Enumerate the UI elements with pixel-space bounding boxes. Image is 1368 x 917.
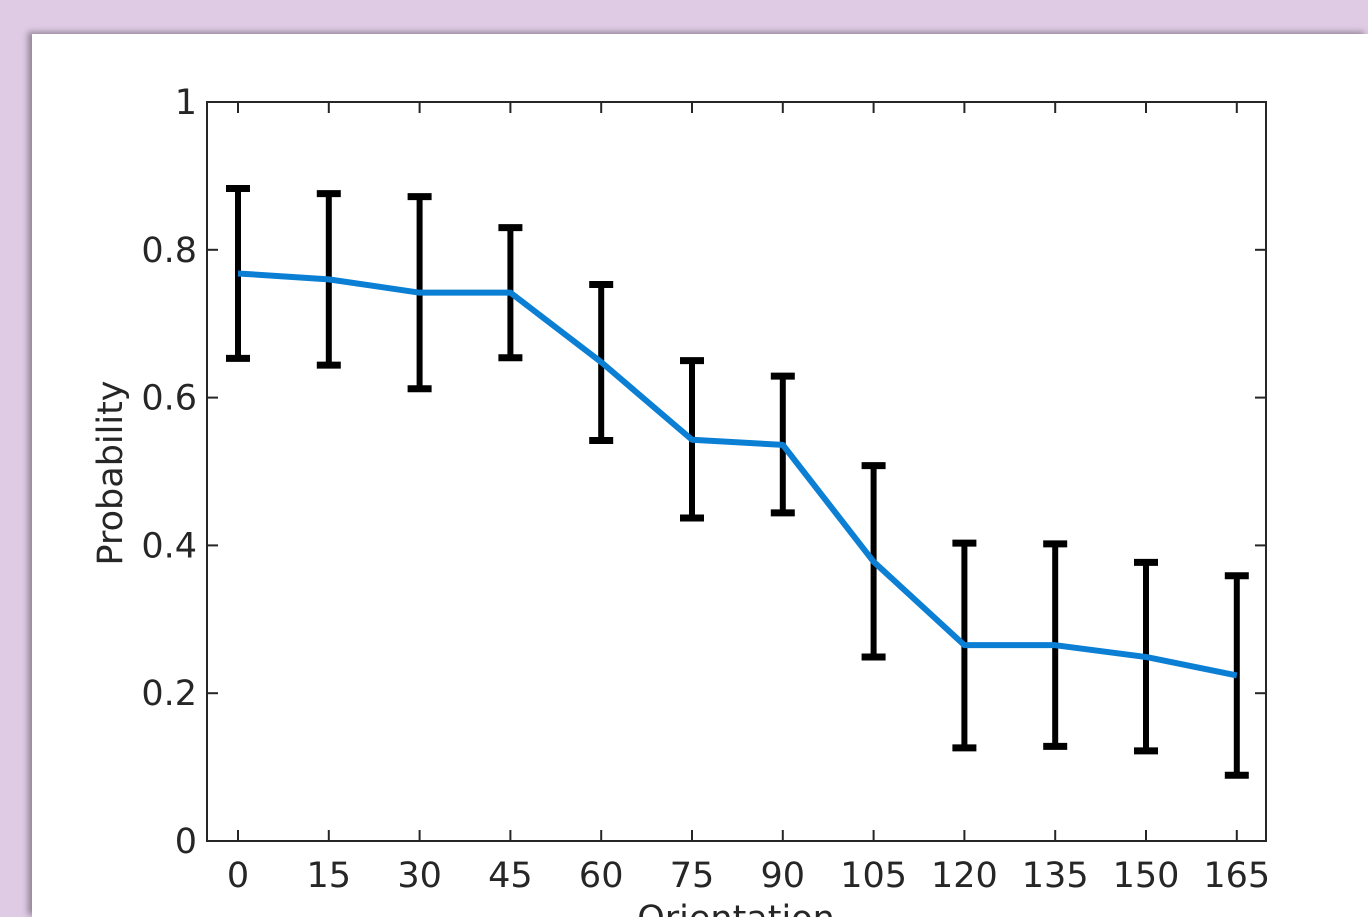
x-tick-label: 165 xyxy=(1203,856,1270,896)
x-tick-label: 75 xyxy=(670,856,715,896)
error-bars xyxy=(226,184,1249,779)
x-tick-label: 45 xyxy=(488,856,533,896)
y-tick-label: 0.2 xyxy=(141,674,197,714)
y-tick-label: 0.4 xyxy=(141,526,197,566)
x-axis-label: Orientation xyxy=(637,899,835,917)
x-tick-label: 15 xyxy=(307,856,352,896)
y-tick-label: 1 xyxy=(175,83,197,123)
axes xyxy=(206,101,1267,842)
plot-box xyxy=(206,101,1267,842)
x-tick-label: 90 xyxy=(761,856,806,896)
y-tick-label: 0.8 xyxy=(141,231,197,271)
series-line-group xyxy=(237,270,1238,679)
x-tick-label: 150 xyxy=(1113,856,1180,896)
x-tick-label: 105 xyxy=(840,856,907,896)
x-tick-label: 30 xyxy=(397,856,442,896)
series-line xyxy=(237,270,1238,679)
x-tick-label: 60 xyxy=(579,856,624,896)
x-tick-label: 135 xyxy=(1022,856,1089,896)
y-axis-label: Probability xyxy=(91,380,131,565)
x-tick-label: 120 xyxy=(931,856,998,896)
y-tick-label: 0.6 xyxy=(141,379,197,419)
x-tick-label: 0 xyxy=(227,856,249,896)
tick-labels: 0 0.2 0.4 0.6 0.8 1 0 15 30 45 60 75 90 105 120 135 150 1… xyxy=(141,83,1270,896)
y-tick-label: 0 xyxy=(175,822,197,862)
figure-panel xyxy=(32,34,1368,917)
